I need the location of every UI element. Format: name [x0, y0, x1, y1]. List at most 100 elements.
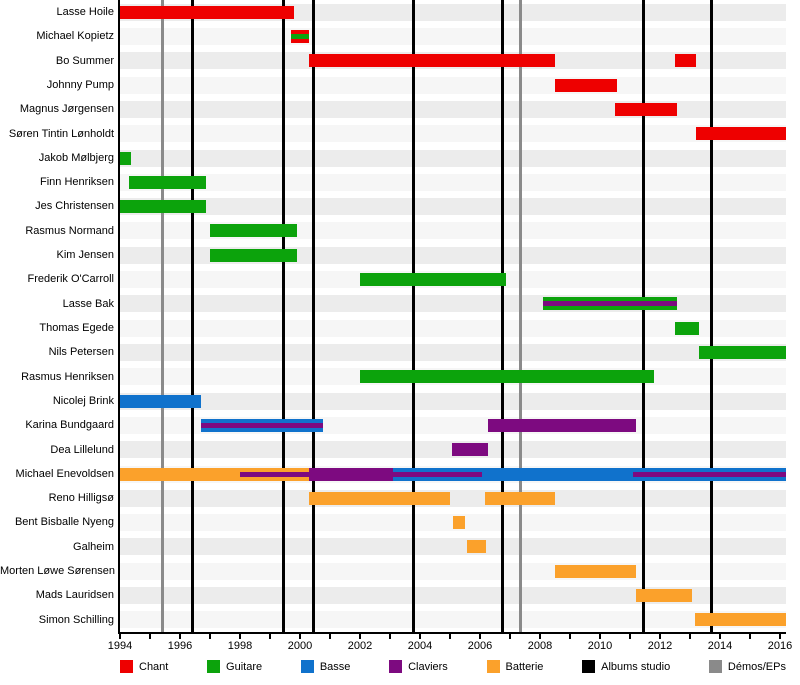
timeline-bar-guitare: [360, 370, 654, 384]
legend-swatch-basse: [300, 660, 314, 673]
demo-line: [161, 0, 165, 632]
row-label: Nicolej Brink: [52, 394, 114, 407]
row-band: [120, 76, 786, 94]
row-label: Mads Lauridsen: [35, 589, 114, 602]
legend-swatch-demo: [708, 660, 722, 673]
x-axis-tick-label: 2004: [407, 640, 433, 652]
x-axis-tick-label: 2006: [467, 640, 493, 652]
legend-item-claviers: Claviers: [389, 660, 448, 673]
x-axis-tick-label: 2012: [647, 640, 673, 652]
row-label: Finn Henriksen: [40, 176, 114, 189]
row-band: [120, 392, 786, 410]
x-axis-tick: [149, 634, 151, 639]
row-label: Rasmus Normand: [25, 224, 114, 237]
timeline-bar-guitare: [699, 345, 786, 359]
legend-label: Batterie: [505, 660, 544, 673]
legend-swatch-batterie: [486, 660, 500, 673]
timeline-bar-chant: [309, 54, 555, 68]
timeline-bar-chant: [696, 127, 786, 141]
row-label: Karina Bundgaard: [25, 419, 114, 432]
row-band: [120, 611, 786, 629]
timeline-bar-basse: [120, 394, 201, 408]
member-names-column: Lasse Hoile Michael Kopietz Bo Summer Johnn…: [0, 0, 120, 632]
x-axis-tick: [719, 634, 721, 639]
legend-label: Albums studio: [601, 660, 671, 673]
row-band: [120, 295, 786, 313]
timeline-bar-stripe-guitare: [291, 33, 309, 39]
row-label: Reno Hilligsø: [48, 492, 114, 505]
album-line: [282, 0, 285, 632]
timeline-bar-batterie: [309, 491, 450, 505]
x-axis-tick-label: 2000: [287, 640, 313, 652]
timeline-bar-guitare: [675, 321, 699, 335]
timeline-bar-guitare: [120, 200, 206, 214]
row-label: Dea Lillelund: [50, 443, 114, 456]
row-label: Søren Tintin Lønholdt: [8, 127, 114, 140]
legend-swatch-chant: [120, 660, 133, 673]
timeline-bar-guitare: [120, 151, 131, 165]
x-axis-tick: [269, 634, 271, 639]
x-axis-tick: [749, 634, 751, 639]
x-axis-tick-label: 1996: [167, 640, 193, 652]
x-axis-tick: [689, 634, 691, 639]
row-label: Magnus Jørgensen: [19, 103, 114, 116]
row-band: [120, 587, 786, 605]
x-axis-tick-label: 2008: [527, 640, 553, 652]
album-line: [641, 0, 645, 632]
timeline-bar-stripe-claviers: [240, 471, 309, 477]
timeline-bar-claviers: [309, 467, 393, 481]
timeline-bar-guitare: [129, 175, 206, 189]
x-axis-tick: [629, 634, 631, 639]
row-band: [120, 489, 786, 507]
plot-area: [120, 0, 786, 632]
y-axis-line: [118, 0, 120, 634]
row-band: [120, 538, 786, 556]
demo-line: [519, 0, 523, 632]
legend-swatch-guitare: [207, 660, 221, 673]
x-axis-tick-label: 2010: [587, 640, 613, 652]
x-axis-tick-label: 2002: [347, 640, 373, 652]
row-band: [120, 149, 786, 167]
album-line: [710, 0, 714, 632]
row-band: [120, 173, 786, 191]
x-axis-tick-label: 1994: [107, 640, 133, 652]
row-label: Jakob Mølbjerg: [38, 151, 114, 164]
x-axis-tick: [599, 634, 601, 639]
album-line: [190, 0, 194, 632]
timeline-bar-batterie: [453, 516, 465, 530]
timeline-bar-batterie: [555, 564, 636, 578]
x-axis-tick: [239, 634, 241, 639]
x-axis-tick: [389, 634, 391, 639]
legend-label: Claviers: [408, 660, 448, 673]
x-axis-tick: [779, 634, 781, 639]
timeline-bar-guitare: [210, 224, 297, 238]
x-axis-tick: [509, 634, 511, 639]
timeline-bar-batterie: [694, 613, 786, 627]
x-axis-tick: [479, 634, 481, 639]
legend-item-demo: Démos/EPs: [708, 660, 786, 673]
x-axis-tick: [209, 634, 211, 639]
x-axis-tick-label: 2014: [707, 640, 733, 652]
timeline-bar-guitare: [210, 248, 297, 262]
legend-label: Démos/EPs: [727, 660, 786, 673]
row-band: [120, 100, 786, 118]
row-label: Galheim: [73, 540, 114, 553]
x-axis-tick: [419, 634, 421, 639]
legend-label: Basse: [319, 660, 351, 673]
row-label: Lasse Hoile: [56, 6, 114, 18]
legend-label: Guitare: [226, 660, 263, 673]
row-label: Thomas Egede: [39, 322, 114, 334]
row-label: Kim Jensen: [56, 249, 114, 262]
row-label: Simon Schilling: [38, 613, 114, 626]
legend-item-basse: Basse: [300, 660, 351, 673]
row-label: Rasmus Henriksen: [21, 370, 114, 383]
row-label: Jes Christensen: [35, 200, 114, 213]
x-axis-tick: [359, 634, 361, 639]
legend: Chant Guitare Basse Claviers Batterie Albums …: [120, 660, 786, 673]
row-label: Frederik O'Carroll: [27, 273, 114, 286]
row-label: Bo Summer: [55, 54, 114, 67]
timeline-bar-claviers: [487, 418, 636, 432]
timeline-bar-stripe-claviers: [543, 301, 677, 307]
timeline-bar-basse: [393, 467, 786, 481]
